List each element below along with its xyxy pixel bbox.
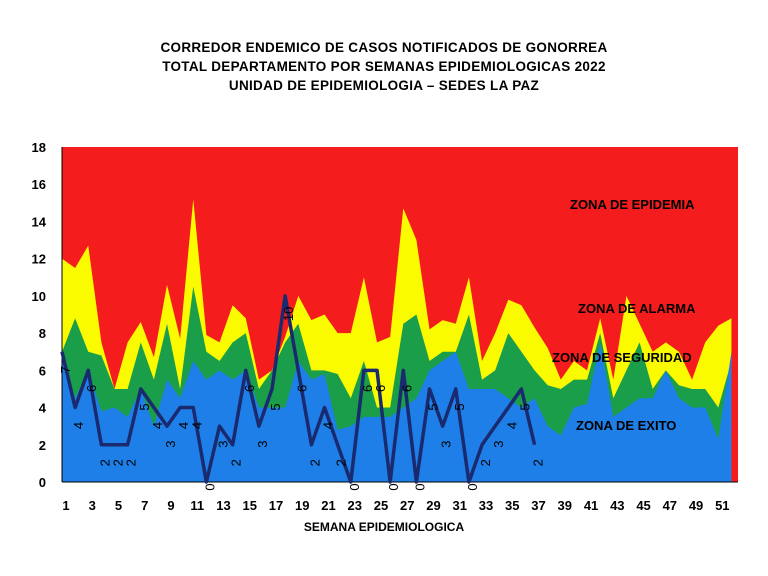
- x-tick-label: 1: [62, 498, 69, 513]
- data-label: 0: [202, 483, 217, 490]
- data-label: 3: [163, 441, 178, 448]
- data-label: 2: [334, 459, 349, 466]
- y-tick-label: 0: [39, 475, 46, 490]
- x-tick-label: 33: [479, 498, 493, 513]
- x-tick-label: 21: [321, 498, 335, 513]
- data-label: 4: [176, 422, 191, 429]
- y-tick-label: 18: [32, 140, 46, 155]
- x-tick-label: 47: [663, 498, 677, 513]
- x-tick-label: 9: [167, 498, 174, 513]
- data-label: 0: [465, 483, 480, 490]
- x-axis-label: SEMANA EPIDEMIOLOGICA: [303, 520, 465, 534]
- data-label: 2: [531, 459, 546, 466]
- title-line-2: TOTAL DEPARTAMENTO POR SEMANAS EPIDEMIOL…: [162, 59, 606, 74]
- data-label: 7: [58, 366, 73, 373]
- data-label: 4: [71, 422, 86, 429]
- x-tick-label: 3: [89, 498, 96, 513]
- x-tick-label: 17: [269, 498, 283, 513]
- data-label: 3: [216, 441, 231, 448]
- chart-title: CORREDOR ENDEMICO DE CASOS NOTIFICADOS D…: [0, 38, 768, 95]
- x-tick-label: 45: [636, 498, 650, 513]
- data-label: 0: [386, 483, 401, 490]
- x-tick-label: 19: [295, 498, 309, 513]
- data-label: 2: [97, 459, 112, 466]
- data-label: 3: [255, 441, 270, 448]
- data-label: 4: [504, 422, 519, 429]
- data-label: 2: [307, 459, 322, 466]
- data-label: 0: [347, 483, 362, 490]
- data-label: 6: [294, 385, 309, 392]
- x-tick-label: 29: [426, 498, 440, 513]
- x-tick-label: 37: [531, 498, 545, 513]
- data-label: 3: [491, 441, 506, 448]
- x-tick-label: 27: [400, 498, 414, 513]
- data-label: 2: [111, 459, 126, 466]
- data-label: 3: [439, 441, 454, 448]
- y-tick-label: 4: [39, 401, 47, 416]
- x-tick-label: 49: [689, 498, 703, 513]
- x-tick-label: 31: [453, 498, 467, 513]
- data-label: 5: [426, 403, 441, 410]
- x-tick-label: 25: [374, 498, 388, 513]
- data-label: 6: [84, 385, 99, 392]
- data-label: 4: [189, 422, 204, 429]
- x-tick-label: 7: [141, 498, 148, 513]
- x-tick-label: 35: [505, 498, 519, 513]
- y-tick-label: 12: [32, 252, 46, 267]
- title-line-1: CORREDOR ENDEMICO DE CASOS NOTIFICADOS D…: [160, 40, 608, 55]
- x-tick-label: 43: [610, 498, 624, 513]
- cases-series-line: [60, 294, 537, 484]
- zone-label-seguridad: ZONA DE SEGURIDAD: [552, 350, 692, 365]
- x-tick-label: 15: [243, 498, 257, 513]
- data-label: 0: [412, 483, 427, 490]
- data-label: 6: [373, 385, 388, 392]
- data-label: 6: [360, 385, 375, 392]
- x-tick-label: 13: [216, 498, 230, 513]
- zone-label-epidemia: ZONA DE EPIDEMIA: [570, 197, 695, 212]
- data-label: 2: [478, 459, 493, 466]
- x-tick-label: 23: [348, 498, 362, 513]
- data-label: 5: [517, 403, 532, 410]
- y-tick-label: 6: [39, 363, 46, 378]
- y-tick-label: 16: [32, 177, 46, 192]
- zone-label-alarma: ZONA DE ALARMA: [578, 301, 696, 316]
- zone-label-exito: ZONA DE EXITO: [576, 418, 676, 433]
- x-tick-label: 5: [115, 498, 122, 513]
- zone-exito-area: [62, 342, 732, 482]
- x-tick-label: 11: [190, 498, 204, 513]
- title-line-3: UNIDAD DE EPIDEMIOLOGIA – SEDES LA PAZ: [228, 78, 540, 93]
- x-tick-label: 39: [558, 498, 572, 513]
- data-label: 5: [268, 403, 283, 410]
- data-label: 4: [321, 422, 336, 429]
- data-label: 5: [452, 403, 467, 410]
- data-label: 5: [137, 403, 152, 410]
- y-tick-label: 14: [32, 214, 47, 229]
- y-tick-label: 10: [32, 289, 46, 304]
- x-tick-label: 41: [584, 498, 598, 513]
- y-tick-label: 2: [39, 438, 46, 453]
- data-label: 4: [150, 422, 165, 429]
- y-tick-label: 8: [39, 326, 46, 341]
- data-label: 2: [229, 459, 244, 466]
- data-label: 6: [399, 385, 414, 392]
- x-tick-label: 51: [715, 498, 729, 513]
- data-label: 2: [124, 459, 139, 466]
- data-label: 10: [281, 307, 296, 321]
- data-label: 6: [242, 385, 257, 392]
